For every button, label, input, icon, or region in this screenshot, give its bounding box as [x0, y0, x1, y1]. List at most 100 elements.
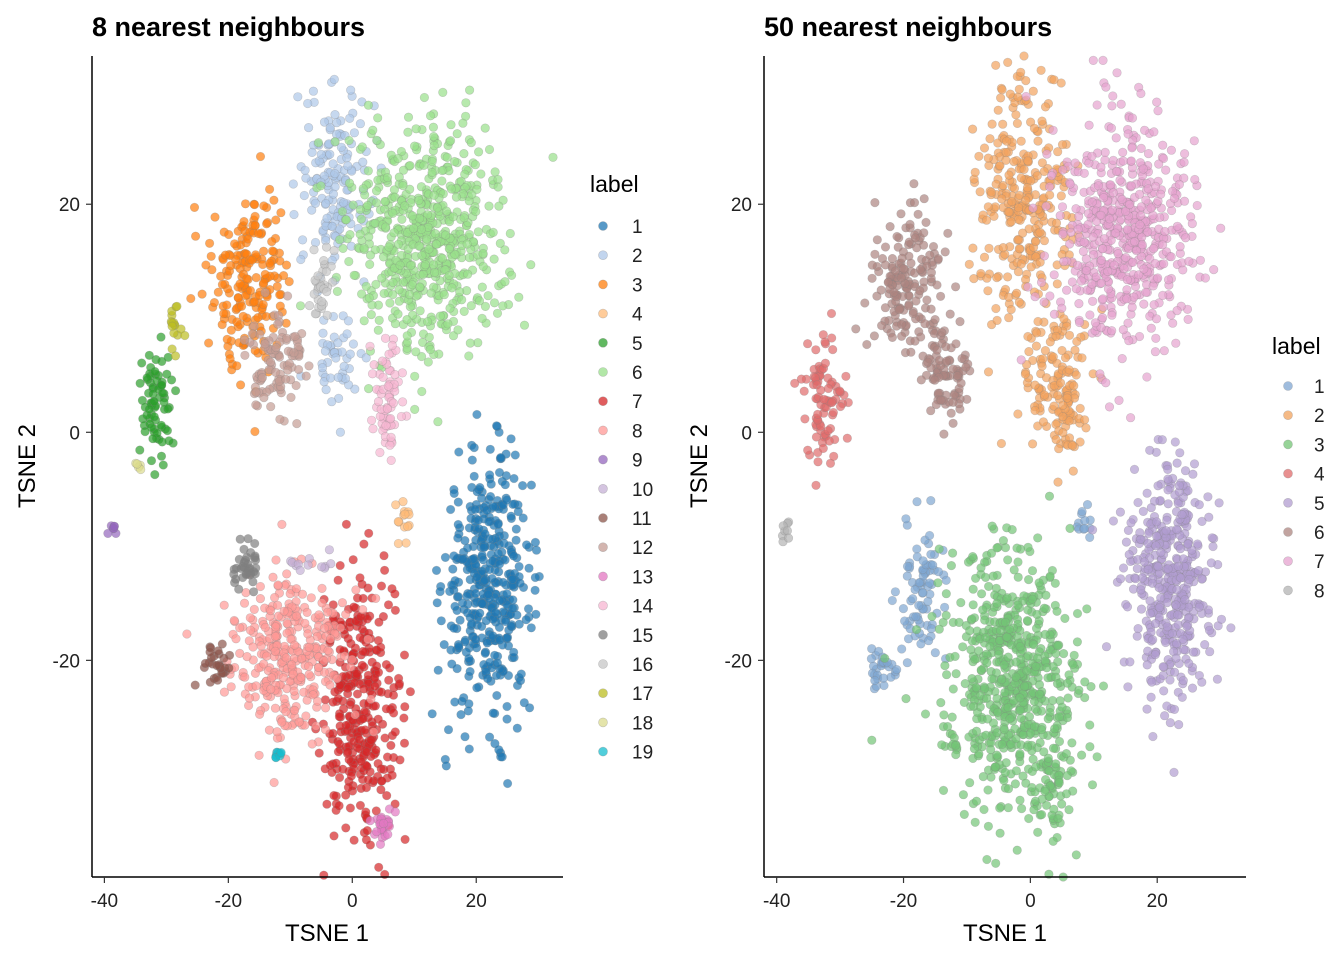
- scatter-point: [1048, 352, 1058, 362]
- scatter-point: [1158, 662, 1168, 672]
- scatter-point: [275, 301, 285, 311]
- scatter-point: [955, 317, 965, 327]
- scatter-point: [396, 411, 407, 422]
- scatter-point: [466, 138, 476, 148]
- scatter-point: [1184, 574, 1194, 585]
- scatter-point: [403, 521, 413, 532]
- scatter-point: [341, 215, 351, 225]
- scatter-point: [517, 481, 528, 491]
- scatter-point: [1031, 341, 1041, 351]
- scatter-point: [1143, 564, 1153, 575]
- scatter-point: [1016, 259, 1026, 269]
- scatter-point: [1023, 651, 1033, 661]
- scatter-point: [382, 790, 392, 801]
- scatter-point: [355, 119, 366, 129]
- scatter-point: [1084, 120, 1094, 130]
- scatter-point: [1016, 67, 1026, 77]
- scatter-point: [937, 328, 947, 338]
- scatter-point: [1028, 86, 1038, 96]
- scatter-point: [932, 280, 942, 290]
- scatter-point: [345, 230, 355, 240]
- scatter-point: [326, 373, 336, 383]
- scatter-point: [1137, 573, 1147, 583]
- scatter-point: [1053, 147, 1063, 157]
- scatter-point: [1058, 648, 1069, 659]
- scatter-point: [343, 633, 353, 644]
- scatter-point: [270, 646, 280, 656]
- scatter-point: [291, 584, 302, 594]
- scatter-point: [432, 203, 443, 213]
- scatter-point: [1001, 758, 1011, 768]
- scatter-point: [368, 125, 378, 135]
- scatter-point: [352, 669, 362, 679]
- scatter-point: [1039, 603, 1049, 613]
- scatter-point: [1145, 445, 1155, 455]
- scatter-point: [1034, 689, 1044, 699]
- scatter-point: [1174, 481, 1184, 491]
- legend-swatch: [598, 425, 608, 436]
- scatter-point: [217, 320, 227, 330]
- scatter-point: [1162, 622, 1172, 632]
- scatter-point: [304, 361, 314, 371]
- scatter-point: [971, 726, 982, 736]
- scatter-point: [325, 680, 335, 690]
- scatter-point: [1044, 491, 1055, 501]
- scatter-point: [466, 301, 476, 311]
- scatter-point: [242, 569, 252, 579]
- scatter-point: [924, 578, 935, 588]
- scatter-point: [344, 178, 355, 188]
- scatter-point: [476, 169, 486, 179]
- scatter-point: [996, 674, 1007, 685]
- scatter-point: [474, 524, 484, 534]
- scatter-point: [1136, 585, 1146, 595]
- scatter-point: [445, 303, 455, 313]
- scatter-point: [870, 675, 880, 686]
- scatter-point: [974, 151, 984, 161]
- scatter-point: [1142, 704, 1152, 714]
- scatter-point: [1189, 459, 1200, 469]
- scatter-point: [472, 643, 482, 653]
- scatter-point: [319, 656, 329, 666]
- scatter-point: [946, 408, 956, 418]
- scatter-point: [1023, 331, 1033, 342]
- scatter-point: [335, 560, 345, 571]
- scatter-point: [968, 600, 978, 610]
- scatter-point: [983, 581, 994, 592]
- scatter-point: [393, 309, 403, 319]
- scatter-point: [1045, 190, 1055, 200]
- legend-label: 2: [632, 246, 643, 267]
- scatter-point: [472, 184, 482, 194]
- scatter-point: [384, 349, 394, 359]
- scatter-point: [380, 565, 390, 575]
- scatter-point: [273, 611, 284, 621]
- scatter-point: [348, 339, 359, 349]
- legend-swatch: [598, 513, 608, 523]
- scatter-point: [372, 135, 382, 145]
- scatter-point: [328, 159, 338, 169]
- scatter-point: [310, 198, 321, 208]
- scatter-point: [939, 602, 950, 612]
- scatter-point: [1011, 110, 1021, 120]
- scatter-point: [1054, 712, 1064, 722]
- scatter-point: [266, 605, 276, 616]
- scatter-point: [278, 672, 288, 683]
- scatter-point: [1054, 444, 1064, 454]
- scatter-point: [226, 325, 236, 335]
- legend-label: 14: [632, 597, 654, 618]
- scatter-point: [519, 320, 530, 330]
- scatter-point: [486, 479, 496, 489]
- scatter-point: [492, 690, 502, 701]
- scatter-point: [450, 601, 460, 612]
- scatter-point: [376, 687, 387, 697]
- scatter-point: [1178, 554, 1188, 564]
- scatter-point: [314, 748, 324, 758]
- scatter-point: [366, 694, 376, 704]
- scatter-point: [357, 142, 367, 152]
- legend-item: 13: [598, 567, 653, 588]
- scatter-point: [478, 555, 488, 565]
- scatter-point: [1009, 157, 1019, 167]
- scatter-point: [240, 672, 250, 682]
- legend-label: 4: [632, 305, 643, 326]
- legend-label: 16: [632, 655, 653, 676]
- scatter-point: [494, 745, 504, 755]
